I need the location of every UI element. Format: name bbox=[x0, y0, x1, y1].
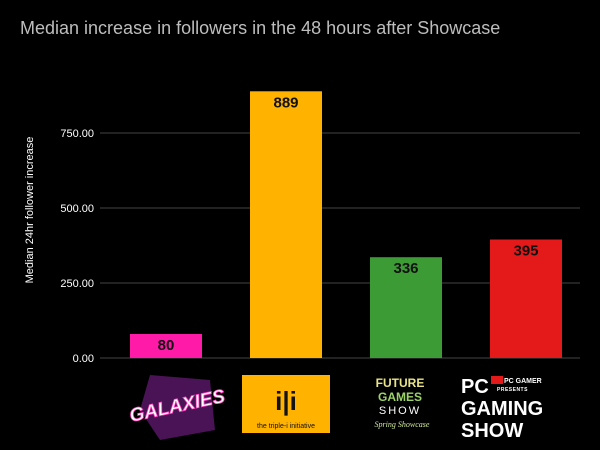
bar-0 bbox=[130, 334, 202, 358]
y-axis-label: Median 24hr follower increase bbox=[24, 137, 36, 284]
pcgs-logo-gaming: GAMING bbox=[461, 398, 543, 420]
fgs-logo-line1: FUTURE bbox=[376, 376, 425, 390]
data-label-3: 395 bbox=[513, 243, 538, 260]
bar-3 bbox=[490, 239, 562, 358]
future-games-show-logo: FUTURE GAMES SHOW Spring Showcase bbox=[375, 376, 430, 429]
galaxies-logo: GALAXIES bbox=[127, 375, 228, 440]
y-tick-label: 500.00 bbox=[60, 203, 94, 215]
pcgs-logo-pc: PC bbox=[461, 376, 489, 398]
y-tick-label: 0.00 bbox=[73, 353, 94, 365]
data-label-0: 80 bbox=[158, 337, 175, 354]
bar-1 bbox=[250, 91, 322, 359]
triple-i-logo-mark: i|i bbox=[275, 386, 297, 416]
triple-i-logo: i|i the triple-i initiative bbox=[242, 375, 330, 433]
data-label-1: 889 bbox=[273, 94, 298, 111]
fgs-logo-line2: GAMES bbox=[378, 390, 422, 404]
bar-2 bbox=[370, 257, 442, 358]
fgs-logo-line3: SHOW bbox=[379, 405, 421, 417]
chart-title: Median increase in followers in the 48 h… bbox=[20, 18, 501, 38]
triple-i-logo-caption: the triple-i initiative bbox=[257, 423, 315, 430]
pc-gaming-show-logo: PC PC GAMER PRESENTS GAMING SHOW bbox=[461, 376, 543, 442]
data-label-2: 336 bbox=[393, 260, 418, 277]
pcgs-logo-show: SHOW bbox=[461, 420, 523, 442]
fgs-logo-line4: Spring Showcase bbox=[375, 420, 430, 429]
pcgs-logo-presents: PRESENTS bbox=[497, 387, 528, 393]
pcgs-logo-pcgamer: PC GAMER bbox=[504, 378, 542, 385]
y-tick-label: 750.00 bbox=[60, 128, 94, 140]
y-tick-label: 250.00 bbox=[60, 278, 94, 290]
